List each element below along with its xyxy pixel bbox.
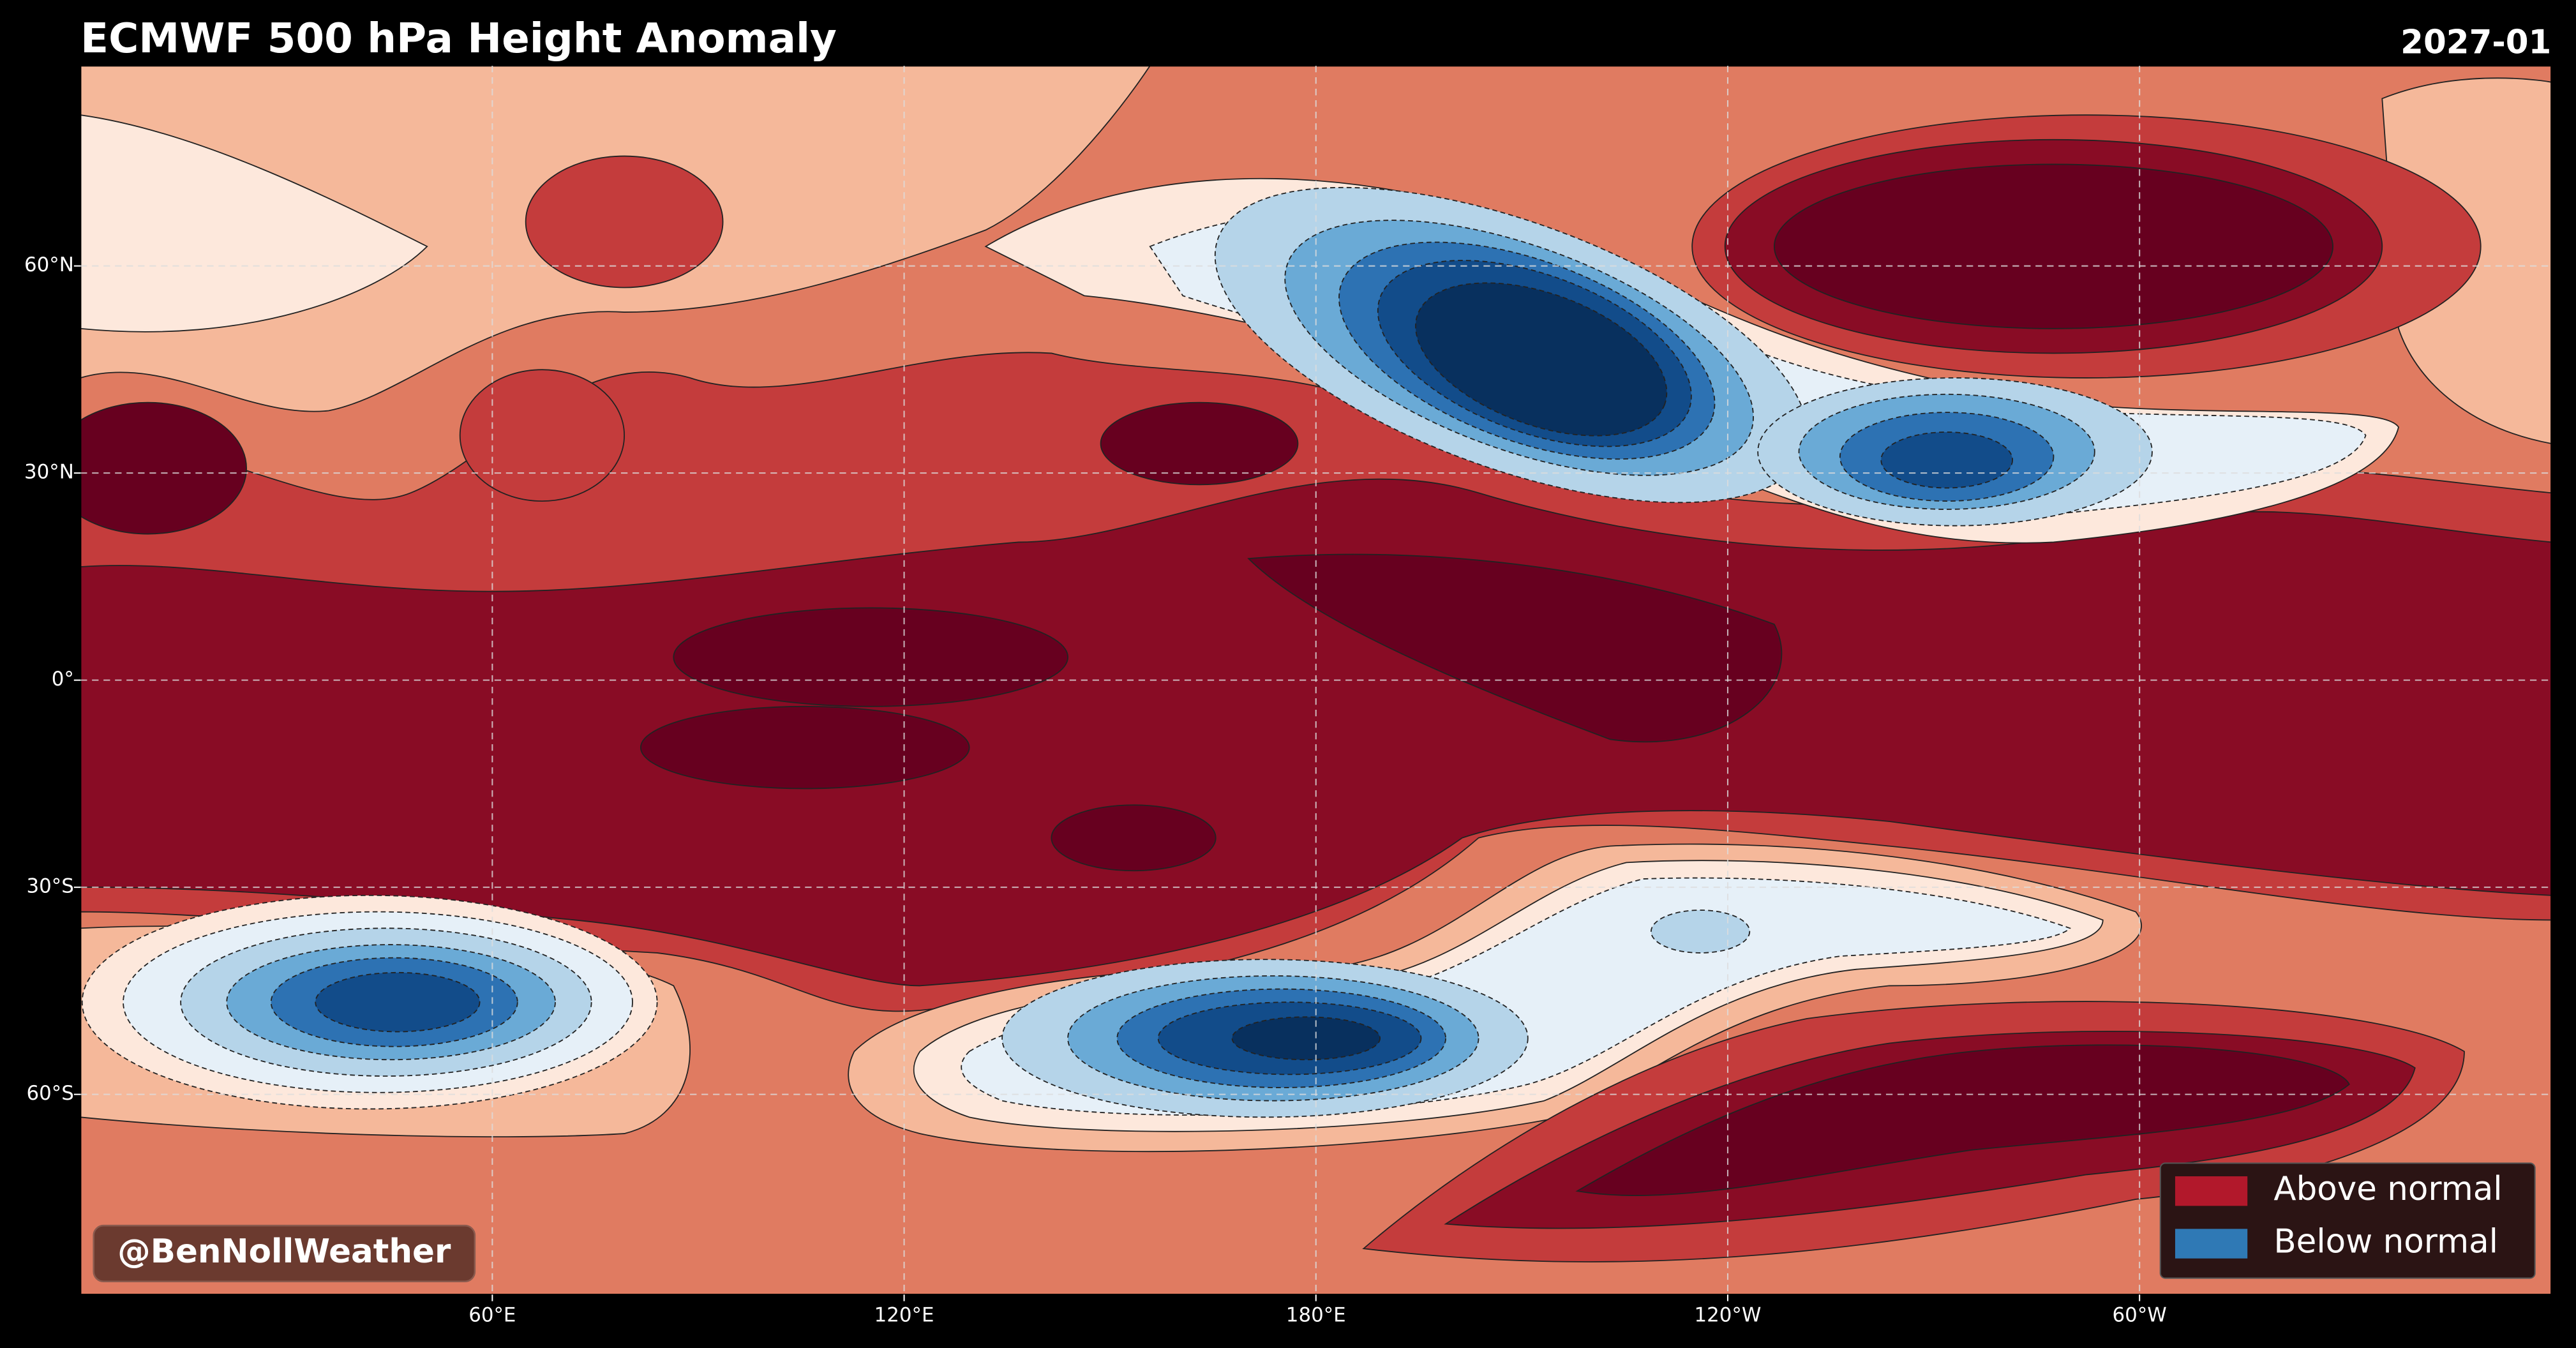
legend-swatch: [2175, 1229, 2248, 1259]
x-tick-label: 60°W: [2113, 1303, 2167, 1326]
legend-swatch: [2175, 1176, 2248, 1206]
x-tick-label: 60°E: [468, 1303, 516, 1326]
watermark: @BenNollWeather: [93, 1224, 476, 1283]
y-tick-label: 0°: [52, 668, 74, 691]
y-tick-label: 30°N: [24, 461, 74, 484]
y-tick-label: 60°N: [24, 253, 74, 276]
watermark-text: @BenNollWeather: [117, 1232, 451, 1271]
x-tick-label: 120°W: [1695, 1303, 1762, 1326]
legend-label: Below normal: [2273, 1223, 2498, 1261]
legend-box: [2159, 1162, 2536, 1279]
legend: Above normal Below normal: [2159, 1162, 2536, 1279]
y-tick-label: 30°S: [27, 875, 74, 898]
legend-label: Above normal: [2273, 1170, 2502, 1208]
graticule: [80, 65, 2552, 1295]
map-title: ECMWF 500 hPa Height Anomaly: [80, 15, 837, 63]
tick-labels: 60°E 120°E 180°E 120°W 60°W 60°N 30°N 0° 30°S 60°…: [24, 253, 2167, 1326]
y-tick-label: 60°S: [27, 1082, 74, 1105]
watermark-box: [93, 1224, 476, 1283]
map-date: 2027-01: [2400, 24, 2551, 62]
x-tick-label: 120°E: [874, 1303, 934, 1326]
x-tick-label: 180°E: [1286, 1303, 1346, 1326]
